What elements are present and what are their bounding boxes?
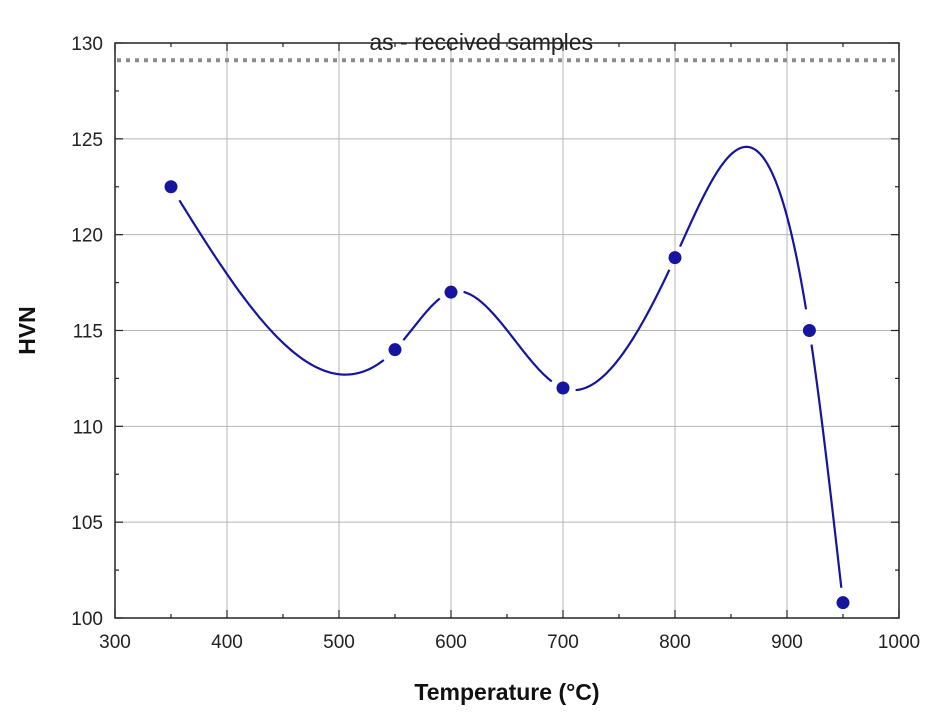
x-axis-title: Temperature (°C) — [414, 679, 599, 705]
x-tick-label: 300 — [99, 632, 131, 653]
y-tick-label: 120 — [71, 226, 103, 247]
reference-line-group: as - received samples — [117, 29, 897, 63]
fit-curve-segment — [178, 199, 385, 376]
x-axis-title-unit: (°C) — [558, 679, 599, 705]
y-tick-label: 115 — [73, 322, 103, 343]
data-point — [836, 596, 850, 610]
fit-curve-segment — [679, 145, 808, 310]
x-tick-label: 400 — [211, 632, 243, 653]
y-axis-title: HVN — [14, 306, 40, 355]
data-point — [164, 180, 178, 194]
y-tick-label: 110 — [73, 417, 103, 438]
x-tick-label: 800 — [659, 632, 691, 653]
x-tick-labels: 300 400 500 600 700 800 900 1000 — [99, 632, 920, 653]
x-axis-title-text: Temperature — [414, 679, 552, 705]
data-point — [802, 324, 816, 337]
fit-curve-segment — [575, 269, 671, 392]
fit-curve-segment — [463, 290, 553, 383]
y-tick-labels: 100 105 110 115 120 125 130 — [71, 34, 103, 630]
fit-curve-segment — [810, 344, 843, 588]
reference-label: as - received samples — [369, 29, 593, 55]
data-point — [556, 381, 570, 395]
fit-curve-group — [178, 145, 843, 588]
x-tick-label: 900 — [771, 632, 803, 653]
x-tick-label: 600 — [435, 632, 467, 653]
data-point — [444, 285, 458, 299]
fit-curve-segment — [402, 297, 441, 341]
y-tick-label: 105 — [71, 513, 103, 534]
y-tick-label: 100 — [71, 609, 103, 630]
x-tick-label: 700 — [547, 632, 579, 653]
x-tick-label: 1000 — [878, 632, 920, 653]
x-tick-label: 500 — [323, 632, 355, 653]
y-tick-label: 130 — [71, 34, 103, 55]
y-tick-label: 125 — [71, 130, 103, 151]
data-point — [668, 251, 682, 265]
data-points — [164, 180, 850, 610]
axis-ticks — [114, 42, 900, 619]
data-point — [388, 343, 402, 357]
